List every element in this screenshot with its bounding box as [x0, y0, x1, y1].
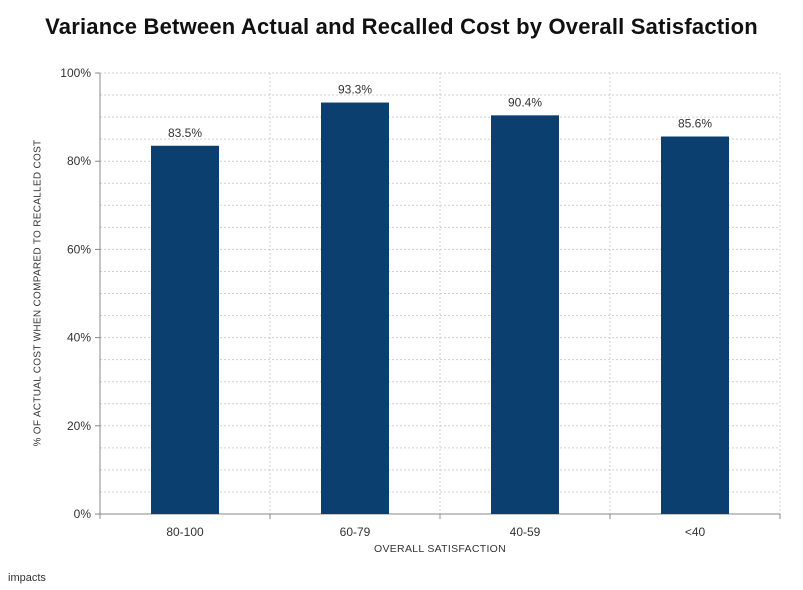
labels: 0% 20% 40% 60% 80% 100% 83.5% 80-100 93.3% 60-79 9… [60, 66, 712, 539]
bar [491, 115, 559, 514]
y-tick-label: 100% [60, 66, 91, 80]
bar-value-label: 90.4% [508, 95, 542, 109]
y-tick-label: 80% [67, 154, 91, 168]
y-tick-label: 40% [67, 331, 91, 345]
x-tick-label: 40-59 [510, 525, 541, 539]
bar-value-label: 85.6% [678, 117, 712, 131]
x-tick-label: 60-79 [340, 525, 371, 539]
x-tick-label: 80-100 [166, 525, 204, 539]
y-tick-label: 0% [74, 507, 92, 521]
bar-value-label: 93.3% [338, 83, 372, 97]
bar-value-label: 83.5% [168, 126, 202, 140]
bar [151, 145, 219, 514]
x-tick-label: <40 [685, 525, 706, 539]
y-axis-label: % OF ACTUAL COST WHEN COMPARED TO RECALL… [32, 139, 44, 447]
bar [321, 102, 389, 514]
y-tick-label: 60% [67, 242, 91, 256]
y-tick-label: 20% [67, 419, 91, 433]
x-axis-label: OVERALL SATISFACTION [373, 543, 507, 555]
impacts-logo: impacts [8, 572, 46, 584]
bars [151, 102, 729, 514]
bar [661, 136, 729, 514]
chart-title: Variance Between Actual and Recalled Cos… [45, 14, 758, 39]
